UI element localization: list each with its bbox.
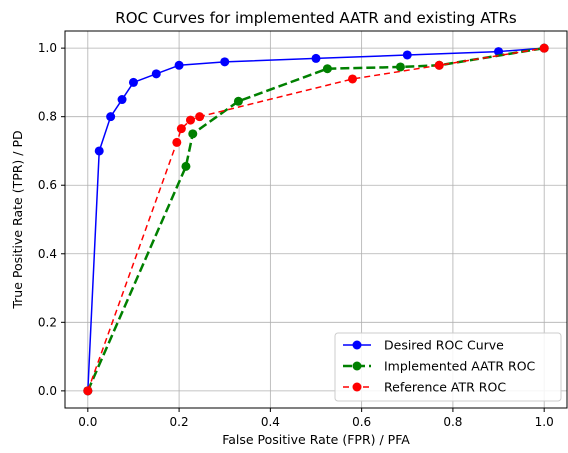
plot-frame <box>64 30 568 409</box>
grid <box>65 31 567 408</box>
y-tick-label: 0.4 <box>38 247 57 261</box>
data-point <box>117 95 127 105</box>
legend-label: Desired ROC Curve <box>384 338 504 353</box>
data-point <box>539 43 549 53</box>
x-axis-label: False Positive Rate (FPR) / PFA <box>222 432 410 447</box>
x-tick-label: 0.0 <box>78 415 97 429</box>
y-tick-label: 1.0 <box>38 41 57 55</box>
data-point <box>106 112 116 122</box>
legend-marker <box>352 340 362 350</box>
data-point <box>174 60 184 70</box>
legend: Desired ROC Curve Implemented AATR ROC Ref… <box>334 332 562 402</box>
y-tick-label: 0.6 <box>38 178 57 192</box>
chart-title: ROC Curves for implemented AATR and exis… <box>115 9 517 27</box>
y-axis-label: True Positive Rate (TPR) / PD <box>10 130 25 309</box>
data-point <box>494 47 504 57</box>
data-point <box>434 60 444 70</box>
data-point <box>83 386 93 396</box>
x-tick-label: 0.6 <box>352 415 371 429</box>
series-layer <box>83 43 549 396</box>
legend-label: Reference ATR ROC <box>384 380 506 395</box>
x-tick-label: 0.4 <box>261 415 280 429</box>
series-3 <box>83 43 549 396</box>
data-point <box>402 50 412 60</box>
data-point <box>220 57 230 67</box>
data-point <box>395 62 405 72</box>
x-tick-label: 1.0 <box>535 415 554 429</box>
data-point <box>172 137 182 147</box>
y-tick-label: 0.8 <box>38 110 57 124</box>
data-point <box>151 69 161 79</box>
y-tick-label: 0.2 <box>38 315 57 329</box>
data-point <box>188 129 198 139</box>
data-point <box>128 77 138 87</box>
data-point <box>181 161 191 171</box>
axis-ticks: 0.0 0.2 0.4 0.6 0.8 1.0 0.0 0.2 0.4 0.6 0.8 1.0 <box>38 41 554 429</box>
x-tick-label: 0.8 <box>443 415 462 429</box>
data-point <box>322 64 332 74</box>
data-point <box>233 96 243 106</box>
x-tick-label: 0.2 <box>170 415 189 429</box>
series-line <box>87 47 545 391</box>
data-point <box>311 53 321 63</box>
legend-frame <box>334 332 562 402</box>
series-line <box>87 47 545 392</box>
data-point <box>186 115 195 125</box>
y-tick-label: 0.0 <box>38 384 57 398</box>
series-line <box>86 46 545 392</box>
data-point <box>348 74 358 84</box>
legend-label: Implemented AATR ROC <box>384 359 536 374</box>
data-point <box>195 112 205 122</box>
data-point <box>176 124 186 134</box>
legend-marker <box>352 361 362 371</box>
legend-marker <box>352 382 362 392</box>
data-point <box>94 146 104 156</box>
